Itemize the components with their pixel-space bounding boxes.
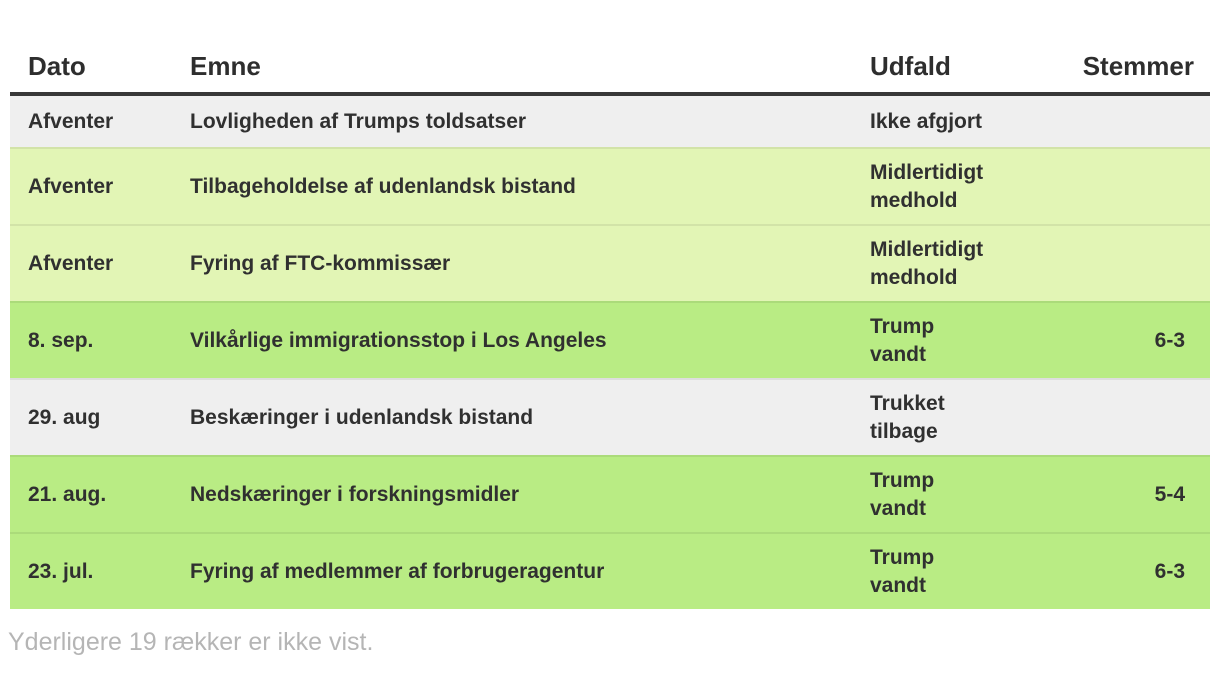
cell-udfald: Ikke afgjort	[870, 109, 983, 133]
cell-udfald: Trump vandt	[870, 468, 935, 520]
column-header-udfald: Udfald	[870, 51, 951, 81]
cell-udfald: Midlertidigt medhold	[870, 160, 984, 212]
table-row: Afventer Fyring af FTC-kommissær Midlert…	[10, 224, 1210, 301]
cell-emne: Nedskæringer i forskningsmidler	[190, 482, 520, 506]
cell-emne: Lovligheden af Trumps toldsatser	[190, 109, 527, 133]
cell-dato: 21. aug.	[28, 482, 107, 506]
table-row: 21. aug. Nedskæringer i forskningsmidler…	[10, 455, 1210, 532]
table-row: 8. sep. Vilkårlige immigrationsstop i Lo…	[10, 301, 1210, 378]
cell-dato: 29. aug	[28, 405, 101, 429]
column-header-emne: Emne	[190, 50, 261, 81]
table-header-row: Dato Emne Udfald Stemmer	[10, 40, 1210, 96]
cell-stemmer: 6-3	[1154, 559, 1185, 583]
hidden-rows-note: Yderligere 19 rækker er ikke vist.	[8, 628, 374, 656]
cell-emne: Beskæringer i udenlandsk bistand	[190, 405, 534, 429]
cell-udfald: Trump vandt	[870, 314, 935, 366]
cell-emne: Vilkårlige immigrationsstop i Los Angele…	[190, 328, 607, 352]
cell-udfald: Trump vandt	[870, 545, 935, 597]
table-row: 29. aug Beskæringer i udenlandsk bistand…	[10, 378, 1210, 455]
cell-dato: 8. sep.	[28, 328, 94, 352]
cell-emne: Fyring af FTC-kommissær	[190, 251, 451, 275]
cell-udfald: Trukket tilbage	[870, 391, 945, 443]
cell-dato: 23. jul.	[28, 559, 94, 583]
cell-emne: Fyring af medlemmer af forbrugeragentur	[190, 559, 605, 583]
table-row: Afventer Tilbageholdelse af udenlandsk b…	[10, 147, 1210, 224]
table-row: 23. jul. Fyring af medlemmer af forbruge…	[10, 532, 1210, 609]
cell-dato: Afventer	[28, 109, 114, 133]
results-table: Dato Emne Udfald Stemmer Afventer Lovlig…	[10, 40, 1210, 609]
table-row: Afventer Lovligheden af Trumps toldsatse…	[10, 96, 1210, 147]
cell-emne: Tilbageholdelse af udenlandsk bistand	[190, 174, 576, 198]
cell-dato: Afventer	[28, 174, 114, 198]
column-header-dato: Dato	[28, 50, 86, 81]
column-header-stemmer: Stemmer	[1082, 50, 1194, 81]
cell-udfald: Midlertidigt medhold	[870, 237, 984, 289]
cell-dato: Afventer	[28, 251, 114, 275]
cell-stemmer: 5-4	[1154, 482, 1185, 506]
cell-stemmer: 6-3	[1154, 328, 1185, 352]
